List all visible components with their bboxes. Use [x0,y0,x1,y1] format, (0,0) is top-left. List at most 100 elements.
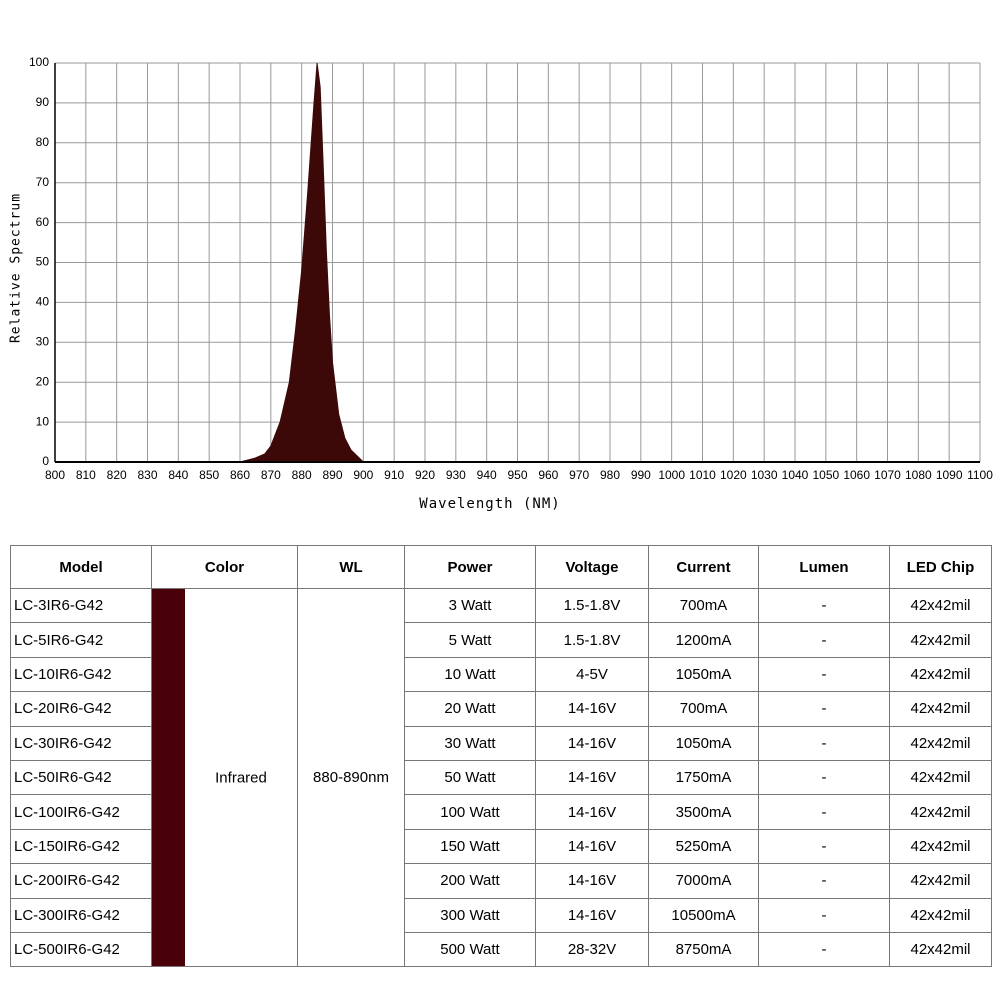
y-tick-label: 50 [36,255,50,269]
x-tick-label: 950 [507,468,527,482]
table-cell: 14-16V [535,691,649,727]
table-cell: 42x42mil [889,656,992,693]
y-tick-label: 100 [29,55,49,69]
table-cell: - [758,656,890,693]
table-cell: 5 Watt [404,622,536,658]
x-axis-label: Wavelength (NM) [419,496,560,512]
y-tick-label: 60 [36,215,50,229]
x-tick-label: 840 [168,468,188,482]
x-tick-label: 1050 [812,468,839,482]
x-tick-label: 860 [230,468,250,482]
table-cell: LC-300IR6-G42 [10,897,152,933]
y-tick-label: 10 [36,414,50,428]
spectrum-area [55,62,980,463]
y-tick-label: 70 [36,175,50,189]
table-cell: 700mA [648,691,759,727]
header-cell: Color [151,545,298,589]
x-tick-label: 830 [137,468,157,482]
chart: Wavelength (NM) Relative Spectrum 010203… [9,55,994,512]
table-cell: 14-16V [535,828,649,865]
table-cell: 300 Watt [404,897,536,933]
table-cell: 500 Watt [404,931,536,968]
x-tick-label: 870 [261,468,281,482]
table-row: LC-150IR6-G42 150 Watt 14-16V 5250mA -42x42m… [10,828,992,865]
table-row: LC-3IR6-G42 Infrared 880-890nm 3 Watt 1.5-1.… [10,587,992,968]
table-cell: 1050mA [648,656,759,693]
y-tick-label: 20 [36,374,50,388]
x-tick-label: 960 [538,468,558,482]
x-tick-label: 890 [322,468,342,482]
table-cell: LC-200IR6-G42 [10,863,152,899]
table-cell: 14-16V [535,897,649,933]
table-cell: - [758,931,890,968]
table-cell: 14-16V [535,794,649,830]
table-cell: 200 Watt [404,863,536,899]
x-tick-label: 1030 [751,468,778,482]
table-cell: LC-150IR6-G42 [10,828,152,865]
x-tick-label: 1000 [658,468,685,482]
x-tick-label: 820 [107,468,127,482]
x-tick-label: 810 [76,468,96,482]
table-cell: 150 Watt [404,828,536,865]
x-tick-label: 1090 [936,468,963,482]
table-cell: LC-3IR6-G42 [10,587,152,624]
table-cell: 42x42mil [889,691,992,727]
table-cell: 42x42mil [889,759,992,796]
y-tick-label: 80 [36,135,50,149]
header-cell: Model [10,545,152,589]
table-cell: 1200mA [648,622,759,658]
table-cell: LC-500IR6-G42 [10,931,152,968]
header-cell: LED Chip [889,545,992,589]
table-cell: 42x42mil [889,622,992,658]
color-swatch [152,589,185,967]
y-tick-label: 0 [42,454,49,468]
x-tick-label: 980 [600,468,620,482]
table-cell: LC-50IR6-G42 [10,759,152,796]
x-tick-label: 1060 [843,468,870,482]
x-tick-label: 970 [569,468,589,482]
table-cell: - [758,691,890,727]
table-cell: 5250mA [648,828,759,865]
table-cell: 1750mA [648,759,759,796]
table-cell: 1050mA [648,725,759,761]
table-cell: LC-20IR6-G42 [10,691,152,727]
table-row: LC-50IR6-G42 50 Watt 14-16V 1750mA -42x42mil [10,759,992,796]
table-cell: 100 Watt [404,794,536,830]
x-tick-label: 850 [199,468,219,482]
table-cell: LC-10IR6-G42 [10,656,152,693]
table-row: LC-200IR6-G42 200 Watt 14-16V 7000mA -42x42m… [10,863,992,899]
x-tick-label: 880 [292,468,312,482]
table-cell: 700mA [648,587,759,624]
table-cell: 14-16V [535,725,649,761]
table-cell: 1.5-1.8V [535,587,649,624]
table-cell: LC-5IR6-G42 [10,622,152,658]
table-cell: 3 Watt [404,587,536,624]
x-tick-label: 1080 [905,468,932,482]
x-tick-label: 910 [384,468,404,482]
y-tick-label: 90 [36,95,50,109]
x-tick-label: 930 [446,468,466,482]
table-cell: - [758,622,890,658]
color-cell: Infrared [151,587,298,968]
y-tick-label: 30 [36,334,50,348]
table-row: LC-20IR6-G42 20 Watt 14-16V 700mA -42x42mil [10,691,992,727]
x-tick-label: 1010 [689,468,716,482]
table-cell: 42x42mil [889,931,992,968]
x-tick-label: 800 [45,468,65,482]
table-cell: 10500mA [648,897,759,933]
x-tick-label: 900 [353,468,373,482]
header-cell: Power [404,545,536,589]
table-cell: 42x42mil [889,794,992,830]
table-cell: 3500mA [648,794,759,830]
table-cell: 14-16V [535,863,649,899]
header-cell: WL [297,545,405,589]
table-cell: 42x42mil [889,587,992,624]
table-cell: 30 Watt [404,725,536,761]
table-cell: 42x42mil [889,897,992,933]
x-tick-label: 1020 [720,468,747,482]
table-cell: 1.5-1.8V [535,622,649,658]
header-cell: Current [648,545,759,589]
y-tick-label: 40 [36,295,50,309]
table-row: LC-10IR6-G42 10 Watt 4-5V 1050mA -42x42mil [10,656,992,693]
table-cell: 28-32V [535,931,649,968]
